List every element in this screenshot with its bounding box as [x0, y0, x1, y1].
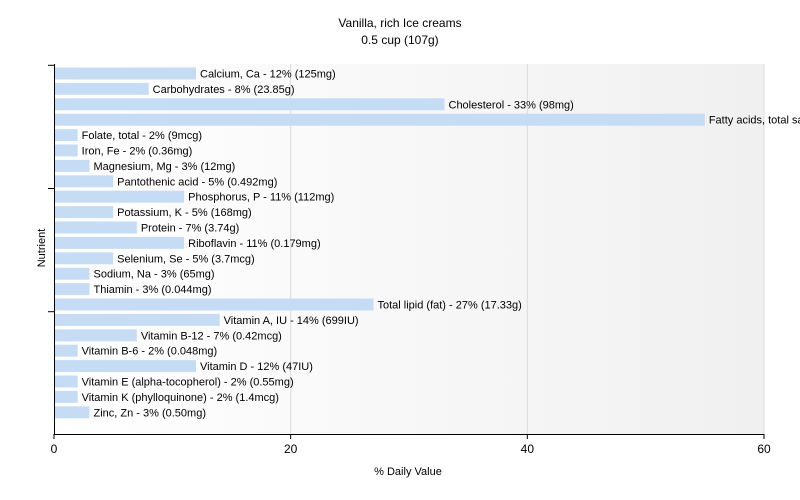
bar	[54, 283, 90, 296]
bar-label: Zinc, Zn - 3% (0.50mg)	[94, 407, 206, 419]
bar-label: Vitamin B-12 - 7% (0.42mcg)	[141, 330, 282, 342]
bar-label: Cholesterol - 33% (98mg)	[449, 99, 574, 111]
bar-label: Calcium, Ca - 12% (125mg)	[200, 69, 336, 81]
bar	[54, 236, 185, 249]
bar	[54, 129, 78, 142]
bar-label: Vitamin E (alpha-tocopherol) - 2% (0.55m…	[82, 377, 294, 389]
bar	[54, 113, 705, 126]
bar-label: Magnesium, Mg - 3% (12mg)	[94, 161, 236, 173]
bar-label: Vitamin A, IU - 14% (699IU)	[224, 315, 359, 327]
bar-label: Phosphorus, P - 11% (112mg)	[188, 192, 334, 204]
bar-label: Selenium, Se - 5% (3.7mcg)	[117, 253, 255, 265]
bar	[54, 329, 137, 342]
bar-label: Vitamin D - 12% (47IU)	[200, 361, 313, 373]
bar	[54, 406, 90, 419]
bar	[54, 67, 196, 80]
bar-label: Carbohydrates - 8% (23.85g)	[153, 84, 295, 96]
x-tick-label: 60	[757, 442, 771, 456]
bar-label: Vitamin B-6 - 2% (0.048mg)	[82, 346, 218, 358]
bar	[54, 252, 114, 265]
x-tick-label: 40	[521, 442, 535, 456]
x-axis-label: % Daily Value	[374, 466, 442, 478]
bar-label: Riboflavin - 11% (0.179mg)	[188, 238, 320, 250]
bar-label: Potassium, K - 5% (168mg)	[117, 207, 252, 219]
bar	[54, 344, 78, 357]
bar	[54, 375, 78, 388]
chart-title: Vanilla, rich Ice creams	[338, 16, 462, 30]
y-axis-label: Nutrient	[36, 228, 48, 268]
bar	[54, 267, 90, 280]
bar	[54, 98, 445, 111]
x-tick-label: 20	[284, 442, 298, 456]
bar	[54, 313, 220, 326]
bar-label: Thiamin - 3% (0.044mg)	[94, 284, 212, 296]
bar	[54, 175, 114, 188]
bar	[54, 298, 374, 311]
bar-label: Total lipid (fat) - 27% (17.33g)	[378, 300, 522, 312]
bar	[54, 390, 78, 403]
bar-label: Iron, Fe - 2% (0.36mg)	[82, 146, 193, 158]
bar	[54, 221, 137, 234]
bar	[54, 360, 196, 373]
bar-label: Folate, total - 2% (9mcg)	[82, 130, 202, 142]
bar-label: Sodium, Na - 3% (65mg)	[94, 269, 215, 281]
bar-label: Protein - 7% (3.74g)	[141, 223, 239, 235]
bar-label: Fatty acids, total saturated - 55% (11.0…	[709, 115, 800, 127]
bar	[54, 82, 149, 95]
bar-label: Pantothenic acid - 5% (0.492mg)	[117, 176, 277, 188]
bar	[54, 206, 114, 219]
bar	[54, 159, 90, 172]
bar	[54, 190, 185, 203]
chart-subtitle: 0.5 cup (107g)	[361, 33, 439, 47]
bar	[54, 144, 78, 157]
x-tick-label: 0	[51, 442, 58, 456]
bar-label: Vitamin K (phylloquinone) - 2% (1.4mcg)	[82, 392, 279, 404]
